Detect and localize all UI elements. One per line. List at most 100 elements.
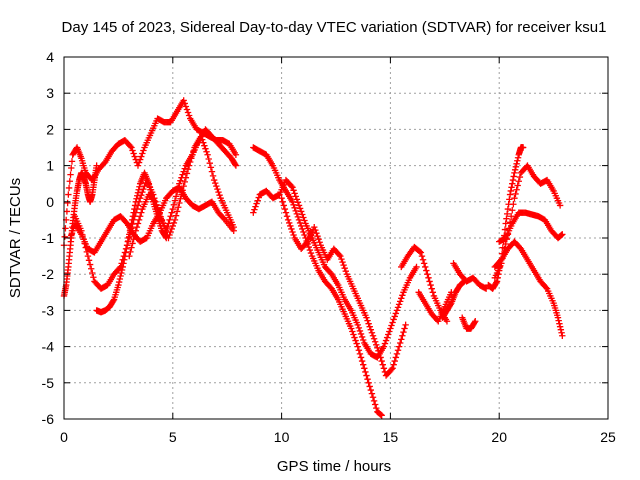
data-point [190, 147, 197, 155]
series-arc12 [439, 278, 468, 321]
data-point [110, 297, 117, 304]
data-point [369, 332, 377, 339]
data-point [129, 147, 136, 154]
data-point [510, 201, 517, 208]
y-tick-label: 0 [46, 194, 54, 210]
data-point [138, 153, 145, 160]
data-point [207, 164, 215, 171]
data-point [134, 189, 142, 196]
data-point [338, 255, 345, 263]
data-point [135, 186, 142, 193]
data-point [79, 231, 86, 239]
data-point [373, 404, 380, 412]
data-point [417, 249, 425, 256]
data-point [513, 186, 520, 193]
data-point [394, 347, 402, 354]
data-point [128, 220, 135, 227]
data-point [368, 390, 376, 397]
data-point [214, 185, 221, 193]
data-point [312, 226, 319, 234]
data-point [375, 347, 382, 355]
data-point [68, 164, 75, 172]
data-point [210, 176, 218, 184]
data-point [160, 222, 168, 230]
data-point [557, 326, 565, 333]
data-point [86, 261, 94, 268]
data-point [170, 201, 178, 209]
data-point [127, 143, 134, 150]
data-point [128, 144, 135, 151]
data-point [555, 317, 562, 324]
data-point [393, 350, 401, 358]
data-point [355, 347, 363, 354]
data-point [280, 202, 287, 209]
data-point [78, 227, 85, 234]
data-point [129, 213, 137, 220]
data-point [175, 204, 182, 211]
data-point [418, 252, 426, 260]
data-point [371, 401, 379, 408]
data-point [179, 171, 186, 178]
data-point [399, 332, 406, 339]
data-point [84, 252, 92, 260]
data-point [202, 145, 209, 152]
data-point [358, 357, 366, 365]
data-point [351, 334, 358, 341]
data-point [493, 278, 501, 285]
data-point [203, 148, 210, 155]
y-tick-label: -3 [42, 302, 55, 318]
data-point [90, 274, 97, 281]
data-point [300, 214, 307, 221]
data-point [173, 208, 181, 215]
data-point [447, 301, 454, 308]
data-point [64, 199, 71, 207]
series-arc17 [496, 209, 566, 245]
data-point [378, 412, 385, 419]
y-tick-label: -2 [42, 266, 55, 282]
data-point [115, 281, 122, 289]
data-point [350, 331, 357, 338]
data-point [370, 335, 378, 342]
data-point [354, 321, 361, 329]
data-point [131, 231, 138, 239]
data-point [287, 222, 294, 230]
data-point [128, 244, 135, 251]
data-point [358, 333, 366, 341]
data-point [511, 194, 518, 202]
data-point [391, 313, 398, 320]
data-point [370, 397, 378, 405]
data-point [129, 240, 136, 247]
data-point [296, 205, 304, 212]
data-point [127, 248, 134, 256]
data-point [364, 317, 371, 324]
data-points [60, 97, 566, 419]
data-point [290, 201, 297, 209]
data-point [387, 325, 394, 332]
data-point [208, 168, 216, 175]
data-point [230, 223, 237, 231]
data-point [379, 361, 386, 368]
data-point [413, 263, 420, 271]
data-point [166, 231, 173, 239]
data-point [172, 193, 180, 200]
data-point [115, 278, 123, 286]
data-point [367, 326, 375, 333]
data-point [349, 328, 356, 335]
data-point [388, 366, 395, 373]
data-point [394, 304, 402, 311]
data-point [506, 196, 513, 203]
data-point [299, 225, 306, 233]
data-point [376, 350, 383, 358]
data-point [147, 186, 154, 193]
data-point [66, 178, 74, 185]
data-point [390, 316, 397, 323]
data-point [369, 394, 377, 401]
data-point [255, 194, 262, 201]
data-point [294, 199, 302, 206]
data-point [363, 372, 370, 379]
data-point [315, 236, 322, 243]
data-point [134, 162, 142, 169]
data-point [354, 343, 361, 350]
data-point [157, 213, 165, 221]
data-point [420, 260, 428, 267]
